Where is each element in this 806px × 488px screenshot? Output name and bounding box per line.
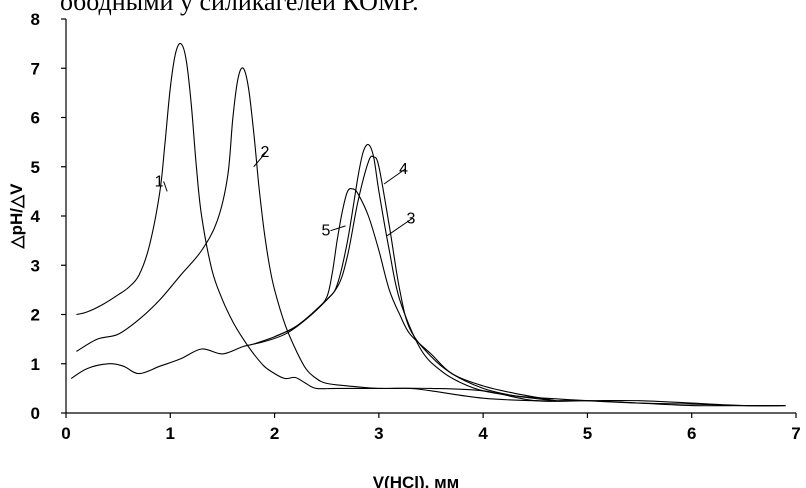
y-tick-label: 1: [31, 355, 40, 374]
x-tick-label: 2: [270, 424, 279, 443]
curve-label: 3: [406, 210, 415, 227]
y-tick-label: 5: [31, 158, 40, 177]
curve-label-leader: [386, 217, 413, 237]
series-line-2: [76, 67, 786, 407]
x-tick-label: 7: [791, 424, 800, 443]
x-tick-label: 0: [61, 424, 70, 443]
x-tick-label: 6: [687, 424, 696, 443]
header-text: ободными у силикагелей КОМР.: [60, 0, 419, 16]
y-tick-label: 8: [31, 10, 40, 29]
curve-label-leader: [383, 168, 406, 185]
curve-label: 4: [399, 161, 408, 178]
y-ticks: 0 1 2 3 4 5 6 7 8: [31, 10, 66, 423]
series-line-1: [76, 42, 786, 407]
x-tick-label: 3: [374, 424, 383, 443]
curve-label: 1: [155, 173, 164, 190]
x-tick-label: 4: [478, 424, 488, 443]
y-tick-label: 6: [31, 109, 40, 128]
y-tick-label: 4: [31, 207, 41, 226]
curve-label: 2: [260, 144, 269, 161]
y-tick-label: 3: [31, 256, 40, 275]
curve-label-leader: [253, 151, 267, 168]
annotations: 1 2 3 4 5: [155, 144, 416, 240]
y-tick-label: 7: [31, 59, 40, 78]
x-tick-label: 5: [583, 424, 592, 443]
x-ticks: 0 1 2 3 4 5 6 7: [61, 413, 801, 443]
x-tick-label: 1: [166, 424, 175, 443]
x-axis-title: V(HCl), мм: [373, 473, 460, 488]
y-tick-label: 2: [31, 306, 40, 325]
curve-label-leader: [330, 225, 346, 232]
series-group: [70, 42, 786, 407]
curve-label-leader: [163, 181, 168, 192]
series-line-5: [253, 187, 557, 402]
series-line-3: [274, 155, 557, 402]
curve-label: 5: [322, 223, 331, 240]
y-tick-label: 0: [31, 404, 40, 423]
y-axis-title: △pH/△V: [7, 183, 26, 250]
series-line-4: [70, 143, 786, 407]
